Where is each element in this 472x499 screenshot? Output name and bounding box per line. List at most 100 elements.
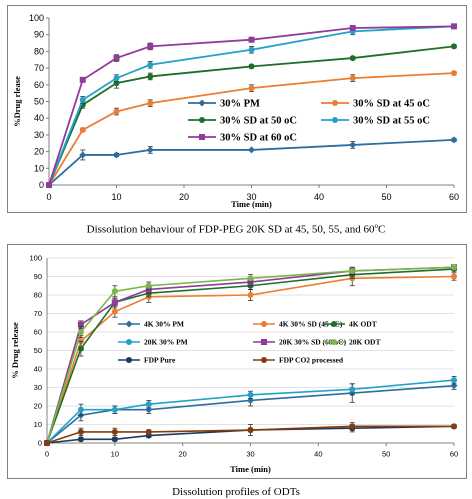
data-point [450, 136, 458, 144]
data-point [145, 282, 152, 289]
data-point [349, 386, 356, 393]
x-tick-label: 0 [45, 450, 49, 459]
data-point [145, 401, 152, 408]
data-point [111, 406, 118, 413]
legend-label: 30% SD at 60 oC [220, 133, 297, 144]
series-30-sd-at-60-oc [46, 23, 457, 188]
y-tick-label: 10 [34, 163, 44, 173]
series-fdp-co2-processed [44, 422, 457, 446]
caption-top-suffix: C [377, 223, 386, 236]
legend-label: 20K ODT [349, 338, 380, 347]
data-point [248, 36, 255, 43]
data-point [77, 428, 84, 435]
data-point [77, 329, 84, 335]
data-point [451, 264, 457, 271]
data-point [247, 275, 254, 282]
x-tick-label: 20 [179, 192, 189, 202]
legend-marker [332, 117, 338, 123]
data-point [111, 428, 118, 435]
y-tick-label: 50 [34, 346, 42, 355]
x-tick-label: 50 [382, 450, 390, 459]
series-20k-odt [44, 264, 457, 446]
x-tick-label: 10 [111, 450, 119, 459]
data-point [349, 75, 356, 82]
data-point [111, 288, 118, 295]
series-line [46, 275, 455, 444]
legend-marker [331, 339, 337, 345]
y-tick-label: 70 [34, 63, 44, 73]
data-point [113, 55, 120, 62]
data-point [146, 146, 154, 154]
x-axis-label: Time (min) [231, 199, 272, 209]
legend-label: 30% SD at 45 oC [353, 99, 430, 110]
data-point [147, 100, 154, 107]
series-30-pm [45, 136, 458, 189]
y-tick-label: 80 [34, 46, 44, 56]
data-point [77, 345, 84, 352]
data-point [113, 151, 120, 159]
data-point [349, 55, 356, 62]
caption-top-superscript: o [374, 222, 378, 230]
data-point [248, 46, 255, 53]
legend-label: 30% SD at 55 oC [353, 116, 430, 127]
legend-marker [125, 320, 133, 328]
legend-label: FDP Pure [144, 356, 176, 365]
y-tick-label: 0 [38, 439, 42, 448]
data-point [44, 440, 50, 446]
legend-marker [261, 339, 267, 345]
legend-label: 20K 30% PM [144, 338, 188, 347]
data-point [79, 76, 86, 83]
chart-top-svg: 0 10 20 30 40 50 60 70 80 90 100 0 10 20 30 40 50 60 Time … [12, 13, 459, 209]
data-point [349, 423, 356, 430]
legend-label: FDP CO2 processed [279, 356, 344, 365]
data-point [349, 141, 357, 149]
legend-marker [261, 321, 267, 327]
data-point [79, 126, 86, 133]
y-tick-label: 50 [34, 97, 44, 107]
legend-marker [332, 100, 338, 106]
y-tick-label: 10 [34, 420, 42, 429]
data-point [247, 427, 254, 434]
data-point [79, 151, 87, 159]
data-point [451, 70, 457, 77]
chart-panel-top: 0 10 20 30 40 50 60 70 80 90 100 0 10 20 30 40 50 60 Time … [7, 5, 467, 213]
x-tick-label: 10 [111, 192, 121, 202]
legend-marker [261, 357, 267, 363]
x-tick-label: 60 [450, 450, 458, 459]
series-4k-30-sd-45-oc- [44, 270, 457, 446]
data-point [147, 73, 154, 80]
data-point [248, 63, 255, 70]
legend-marker [126, 357, 132, 363]
data-point [248, 85, 255, 92]
data-point [46, 182, 52, 188]
legend-marker [199, 117, 205, 123]
legend-marker [199, 134, 205, 140]
data-point [147, 61, 154, 68]
chart-bottom-svg: 0 10 20 30 40 50 60 70 80 90 100 0 10 20 30 40 50 60 Time … [10, 254, 458, 475]
data-point [111, 436, 118, 443]
x-tick-label: 30 [246, 450, 254, 459]
y-tick-label: 100 [29, 254, 42, 263]
legend-marker [198, 99, 206, 107]
legend-marker [126, 339, 132, 345]
legend-label: 4K ODT [349, 320, 377, 329]
data-point [147, 43, 154, 50]
x-tick-label: 50 [381, 192, 391, 202]
data-point [113, 75, 120, 82]
data-point [248, 146, 255, 154]
y-tick-label: 90 [34, 30, 44, 40]
y-axis-label: % Drug release [10, 322, 20, 379]
legend-marker [331, 321, 337, 327]
x-tick-label: 0 [46, 192, 51, 202]
data-point [451, 423, 457, 430]
y-tick-label: 30 [34, 130, 44, 140]
x-tick-label: 60 [449, 192, 459, 202]
data-point [113, 108, 120, 115]
data-point [349, 267, 356, 274]
data-point [247, 391, 254, 398]
series-20k-30-pm [44, 375, 457, 446]
legend-label: 30% SD at 50 oC [220, 116, 297, 127]
data-point [77, 436, 84, 443]
y-tick-label: 30 [34, 383, 42, 392]
y-tick-label: 40 [34, 365, 42, 374]
